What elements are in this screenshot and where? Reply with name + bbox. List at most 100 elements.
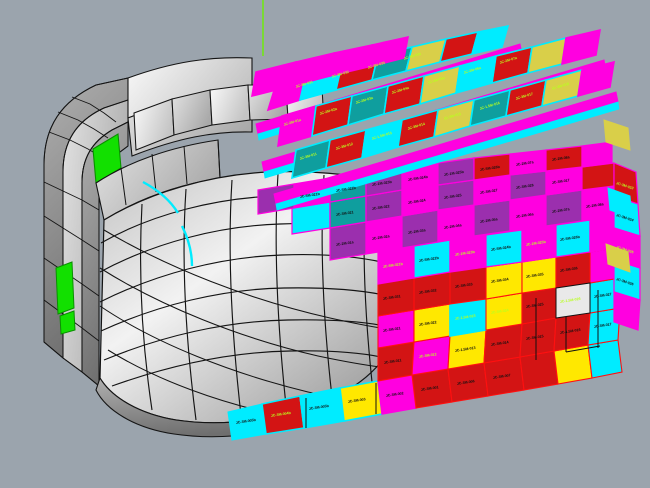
label-deck: JC-3M-018 <box>551 82 569 91</box>
label-block: JC-3M-007 <box>493 373 511 380</box>
hull-second-band-mesh <box>120 139 221 206</box>
label-deck: JC-2M-02a <box>319 107 338 116</box>
label-block: JC-3M-014 <box>491 340 509 347</box>
label-block: JC-2M-03a <box>408 228 427 235</box>
block-id-labels: JC-3M-005b JC-3M-004b JC-3M-005b JC-3M-0… <box>236 52 635 425</box>
label-block: JC-3M-032 <box>419 288 437 295</box>
label-block: JC-3M-022 <box>372 204 390 211</box>
label-block: JC-2M-05a <box>480 217 499 224</box>
label-block: JC-3M-005b <box>309 404 330 411</box>
label-deck: JC-3M-032 <box>331 70 349 79</box>
label-block: JC-2M-01a <box>336 240 355 247</box>
aft-flap-details <box>603 119 633 273</box>
deck-level-2[interactable] <box>277 28 601 148</box>
label-block: JC-2M-08a <box>586 202 605 209</box>
label-deck: JC-2M-04a <box>391 86 410 95</box>
label-block: JC-3M-017 <box>594 322 612 329</box>
label-deck: JC-3M-011 <box>299 152 317 161</box>
label-block: JC-3M-022 <box>419 320 437 327</box>
label-transom: JC-3M-033 <box>616 181 634 190</box>
label-block: JC-3M-031 <box>383 294 401 301</box>
label-block: JC-2M-07a <box>516 160 535 167</box>
label-block: JC-3M-015 <box>526 334 544 341</box>
label-block: JC-3M-034 <box>491 277 509 284</box>
label-deck: JC-3M-034 <box>403 52 421 61</box>
label-block: JC-3M-006 <box>457 379 475 386</box>
label-transom: JC-3M-036 <box>616 277 634 286</box>
deck-level-4[interactable] <box>291 60 615 180</box>
label-deck: JC-3M-015 <box>443 112 461 121</box>
label-block: JC-3M-033 <box>455 282 473 289</box>
label-block: JC-3M-012 <box>419 352 437 359</box>
label-block: JC-3M-028 <box>516 183 534 190</box>
label-deck: JC-1.5M-013 <box>371 131 392 141</box>
label-block: JC-1.5M-013 <box>455 346 476 353</box>
deck-girder-4 <box>273 91 620 211</box>
label-block: JC-2M-07a <box>552 207 571 214</box>
label-block: JC-5M-024b <box>408 175 429 182</box>
label-block: JC-2M-02a <box>372 234 391 241</box>
selected-panel-green-lower[interactable] <box>55 261 76 335</box>
block-stiffener-lines <box>305 288 601 428</box>
label-block: JC-5M-024b <box>491 245 512 252</box>
label-block: JC-3M-027 <box>480 188 498 195</box>
label-block: JC-3M-001 <box>421 385 439 392</box>
label-block: JC-3M-005b <box>236 418 257 425</box>
label-deck: JC-1.5M-016 <box>479 101 500 111</box>
label-block: JC-3M-003 <box>348 397 366 404</box>
deck-level-1[interactable] <box>251 35 410 98</box>
label-block: JC-1.5M-026 <box>560 297 581 304</box>
label-deck: JC-2M-03a <box>355 96 374 105</box>
label-deck: JC-3M-012 <box>335 142 353 151</box>
block-row-strake5[interactable] <box>377 215 621 285</box>
label-block: JC-3M-011 <box>384 358 402 365</box>
label-deck: JC-3M-031 <box>295 80 313 89</box>
label-block: JC-5M-022b <box>419 256 440 263</box>
label-block: JC-1M-025b <box>526 240 547 247</box>
deck-web-frames <box>311 55 497 137</box>
label-block: JC-3M-035 <box>526 272 544 279</box>
label-transom: JC-3M-034 <box>616 213 634 222</box>
label-block: JC-3M-025 <box>444 193 462 200</box>
label-block: JC-3M-021 <box>336 210 354 217</box>
label-deck: JC-2M-05a <box>427 76 446 85</box>
block-row-strake6[interactable] <box>329 185 615 261</box>
label-block: JC-1.5M-023 <box>455 314 476 321</box>
label-block: JC-3M-017 <box>552 178 570 185</box>
label-block: JC-3M-024 <box>491 308 509 315</box>
label-block: JC-1M-025b <box>444 170 465 177</box>
label-block: JC-3M-004b <box>271 411 292 418</box>
label-block: JC-3M-021 <box>383 326 401 333</box>
label-block: JC-2M-04a <box>444 223 463 230</box>
label-block: JC-5M-021b <box>300 192 321 199</box>
block-row-lower[interactable] <box>227 339 623 441</box>
label-block: JC-5M-022b <box>336 186 357 193</box>
label-block: JC-5M-026b <box>560 235 581 242</box>
label-block: JC-3M-027 <box>594 292 612 299</box>
label-deck: JC-2M-01a <box>283 118 302 127</box>
cyan-edge-accent <box>142 180 194 267</box>
label-block: JC-1M-023b <box>372 180 393 187</box>
label-block: JC-3M-002 <box>386 391 404 398</box>
label-block: JC-1.5M-016 <box>560 328 581 335</box>
label-deck: JC-2M-06a <box>463 66 482 75</box>
label-block: JC-1M-023b <box>455 250 476 257</box>
label-deck: JC-3M-017 <box>515 92 533 101</box>
label-block: JC-3M-036 <box>560 266 578 273</box>
label-block: JC-3M-025 <box>526 302 544 309</box>
label-block: JC-2M-08a <box>552 155 571 162</box>
label-deck: JC-3M-033 <box>367 61 385 70</box>
label-deck: JC-2M-07a <box>499 56 518 65</box>
label-deck: JC-3M-014 <box>407 122 425 131</box>
block-white-panel <box>555 282 591 319</box>
label-block: JC-3M-024 <box>408 198 426 205</box>
label-block: JC-2M-06a <box>516 212 535 219</box>
label-block: JC-5M-026b <box>480 165 501 172</box>
label-block: JC-5M-021b <box>383 262 404 269</box>
label-transom: JC-3M-035 <box>616 245 634 254</box>
